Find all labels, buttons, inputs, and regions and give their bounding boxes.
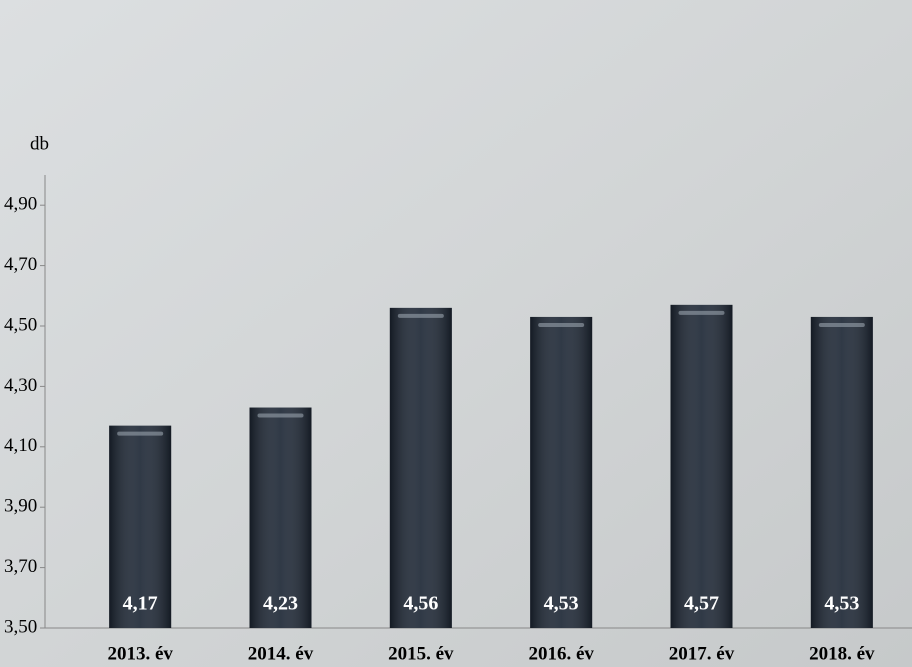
bar-highlight [679,311,725,315]
value-label: 4,23 [263,593,298,615]
y-tick-label: 4,70 [4,254,37,275]
y-tick-label: 4,50 [4,314,37,335]
bar-highlight [258,414,304,418]
y-tick-label: 3,90 [4,496,37,517]
bar-highlight [117,432,163,436]
y-tick-label: 4,30 [4,375,37,396]
bar-highlight [398,314,444,318]
bar-highlight [538,323,584,327]
y-tick-label: 4,90 [4,194,37,215]
x-tick-label: 2017. év [669,643,735,664]
x-tick-label: 2013. év [107,643,173,664]
y-tick-label: 4,10 [4,435,37,456]
value-label: 4,17 [123,593,158,615]
x-tick-label: 2016. év [528,643,594,664]
value-label: 4,53 [824,593,859,615]
chart: db 3,50 3,70 3,90 4,10 4,30 4,50 4,70 4,90 2013.… [0,0,912,667]
bar-highlight [819,323,865,327]
x-tick-label: 2015. év [388,643,454,664]
value-label: 4,56 [403,593,438,615]
x-tick-label: 2018. év [809,643,875,664]
x-tick-label: 2014. év [248,643,314,664]
bar-shine [530,317,592,628]
bar-shine [811,317,873,628]
bar-shine [390,308,452,628]
y-axis-label: db [30,133,49,154]
bar-shine [671,305,733,628]
y-tick-label: 3,70 [4,556,37,577]
y-tick-label: 3,50 [4,616,37,637]
value-label: 4,53 [544,593,579,615]
value-label: 4,57 [684,593,719,615]
